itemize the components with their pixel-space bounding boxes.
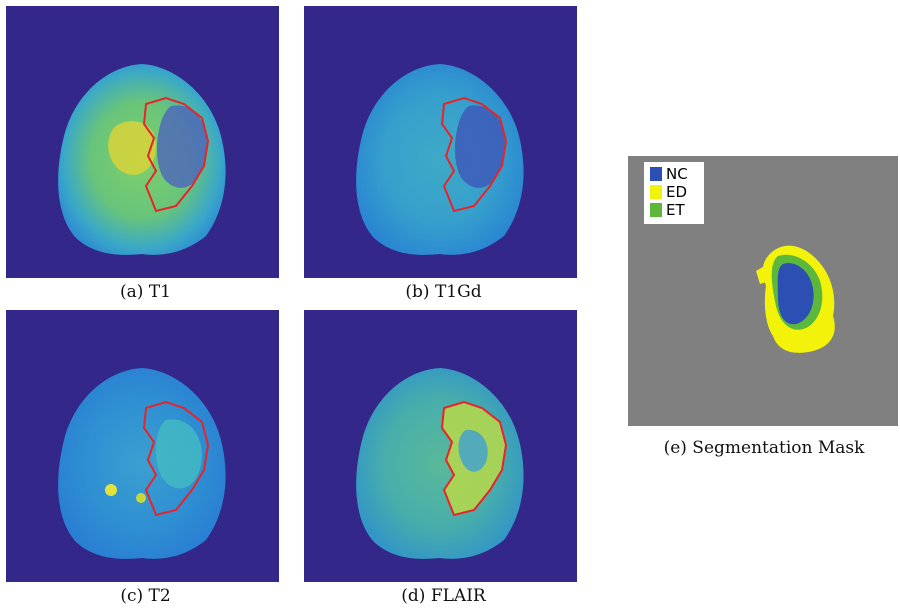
t2-scan-image bbox=[6, 310, 279, 582]
panel-segmentation: NC ED ET (e) Segmentation Mask bbox=[628, 156, 900, 466]
panel-t1gd: (b) T1Gd bbox=[304, 6, 583, 302]
legend-label-et: ET bbox=[666, 201, 685, 219]
t1gd-caption: (b) T1Gd bbox=[405, 282, 482, 302]
t2-caption: (c) T2 bbox=[120, 586, 171, 606]
t1gd-scan-image bbox=[304, 6, 577, 278]
segmentation-caption: (e) Segmentation Mask bbox=[663, 438, 865, 458]
legend-label-nc: NC bbox=[666, 165, 688, 183]
t1-caption: (a) T1 bbox=[120, 282, 171, 302]
flair-caption: (d) FLAIR bbox=[401, 586, 486, 606]
segmentation-legend: NC ED ET bbox=[644, 162, 704, 224]
panel-t1: (a) T1 bbox=[6, 6, 285, 302]
panel-t2: (c) T2 bbox=[6, 310, 285, 612]
panel-flair: (d) FLAIR bbox=[304, 310, 583, 612]
legend-swatch-ed bbox=[650, 185, 662, 199]
legend-swatch-nc bbox=[650, 167, 662, 181]
legend-label-ed: ED bbox=[666, 183, 687, 201]
t1-scan-image bbox=[6, 6, 279, 278]
legend-swatch-et bbox=[650, 203, 662, 217]
flair-scan-image bbox=[304, 310, 577, 582]
